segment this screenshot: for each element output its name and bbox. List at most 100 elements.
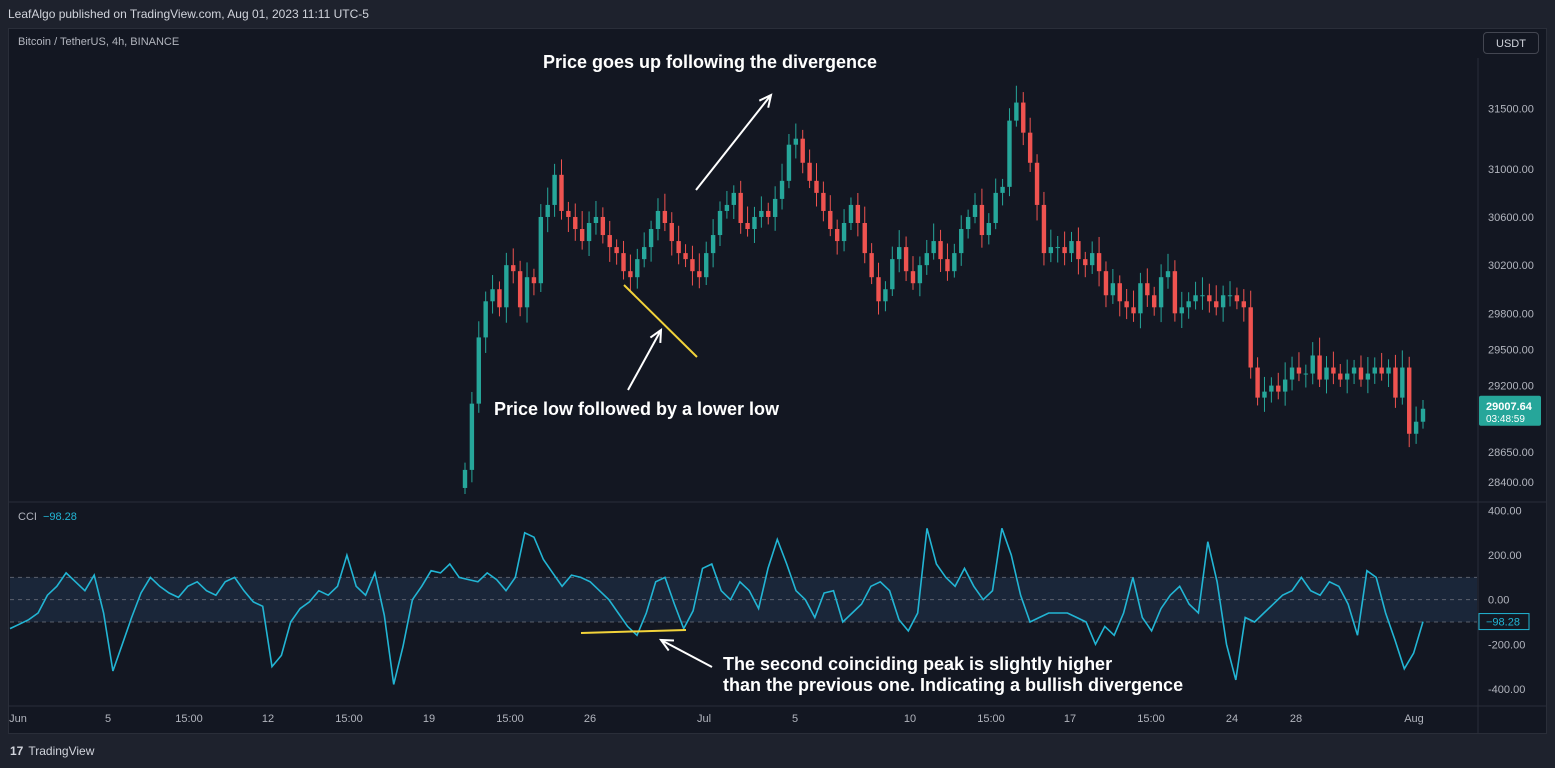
candle-body	[1048, 247, 1054, 254]
candle-body	[876, 277, 881, 302]
currency-button[interactable]: USDT	[1483, 32, 1539, 54]
candle-body	[490, 289, 495, 302]
candle-body	[1324, 367, 1329, 380]
candle-body	[1372, 367, 1377, 374]
candle-body	[483, 301, 488, 338]
cci-tick-label: -200.00	[1488, 639, 1525, 651]
price-tick-label: 30600.00	[1488, 212, 1534, 224]
candle-body	[1200, 295, 1205, 297]
candle-body	[1241, 301, 1247, 308]
time-tick-label: Aug	[1404, 713, 1424, 725]
candle-body	[793, 138, 799, 145]
candle-body	[938, 241, 943, 260]
candle-body	[524, 277, 530, 308]
candle-body	[1103, 271, 1109, 296]
time-tick-label: 19	[423, 713, 435, 725]
price-tick-label: 29500.00	[1488, 344, 1534, 356]
candle-body	[1069, 241, 1074, 254]
candle-body	[1000, 186, 1005, 193]
candle-body	[1379, 367, 1384, 374]
candle-body	[821, 192, 826, 211]
candle-body	[862, 222, 867, 254]
candle-body	[690, 259, 695, 272]
candle-body	[614, 247, 619, 254]
footer: 17 TradingView	[0, 736, 1555, 768]
candle-body	[635, 259, 640, 278]
candle-body	[1303, 373, 1309, 375]
cci-divergence-line	[580, 629, 687, 634]
candle-body	[1365, 373, 1371, 380]
candle-body	[504, 265, 509, 308]
cci-band-fill	[10, 577, 1477, 622]
candle-body	[476, 337, 481, 404]
candle-body	[1110, 283, 1116, 296]
price-tick-label: 29200.00	[1488, 381, 1534, 393]
candle-body	[965, 216, 971, 230]
candle-body	[545, 204, 550, 217]
candle-body	[924, 253, 929, 266]
last-price-badge	[1479, 395, 1541, 426]
candle-body	[890, 259, 895, 290]
tradingview-logo[interactable]: 17 TradingView	[10, 744, 94, 758]
candle-body	[511, 265, 516, 272]
cci-last-badge	[1478, 613, 1530, 631]
candle-body	[1193, 295, 1198, 302]
arrow-cci-peak	[660, 639, 713, 668]
candle-body	[1338, 373, 1343, 380]
candle-body	[497, 289, 502, 308]
candle-body	[607, 235, 612, 248]
candle-body	[648, 229, 654, 248]
candle-body	[1317, 355, 1322, 380]
candle-body	[579, 229, 585, 242]
candle-body	[1282, 379, 1288, 392]
time-tick-label: 17	[1064, 713, 1076, 725]
cci-line	[9, 528, 1424, 685]
candle-body	[1138, 283, 1143, 314]
candle-body	[517, 271, 523, 308]
candle-body	[952, 253, 957, 272]
candle-body	[1131, 307, 1136, 314]
candle-body	[1255, 367, 1260, 398]
time-tick-label: 15:00	[335, 713, 363, 725]
candle-body	[717, 210, 723, 236]
candle-body	[566, 210, 571, 217]
candle-body	[593, 216, 599, 223]
candle-body	[573, 216, 578, 230]
candle-body	[704, 253, 709, 278]
tradingview-logo-text: TradingView	[28, 744, 95, 758]
symbol-title[interactable]: Bitcoin / TetherUS, 4h, BINANCE	[18, 36, 180, 48]
candle-body	[779, 180, 785, 199]
candle-body	[766, 210, 771, 217]
price-tick-label: 31000.00	[1488, 164, 1534, 176]
candle-body	[1207, 295, 1212, 302]
candle-body	[1393, 367, 1398, 398]
price-divergence-line	[623, 284, 698, 358]
price-pane[interactable]	[462, 85, 1426, 494]
candle-body	[814, 180, 819, 193]
candle-body	[676, 241, 681, 254]
candle-body	[683, 253, 688, 260]
last-price-value: 29007.64	[1486, 401, 1533, 413]
cci-legend[interactable]: CCI −98.28	[18, 511, 77, 523]
candle-body	[807, 162, 812, 181]
cci-pane[interactable]	[9, 528, 1477, 685]
candle-body	[1262, 391, 1267, 398]
candle-body	[1089, 253, 1095, 266]
cci-tick-label: -400.00	[1488, 684, 1525, 696]
candle-body	[724, 204, 730, 211]
candle-body	[1172, 271, 1178, 314]
candle-body	[986, 222, 991, 236]
candle-body	[1420, 408, 1426, 422]
time-tick-label: 5	[105, 713, 111, 725]
candle-body	[586, 222, 592, 242]
cci-legend-name: CCI	[18, 511, 37, 523]
arrow-lower-low-head	[649, 327, 663, 344]
candle-body	[669, 222, 674, 242]
candle-body	[1096, 253, 1102, 272]
candle-body	[869, 253, 874, 278]
price-tick-label: 28650.00	[1488, 447, 1534, 459]
price-tick-label: 29800.00	[1488, 308, 1534, 320]
candle-body	[897, 247, 902, 260]
time-tick-label: 26	[584, 713, 596, 725]
